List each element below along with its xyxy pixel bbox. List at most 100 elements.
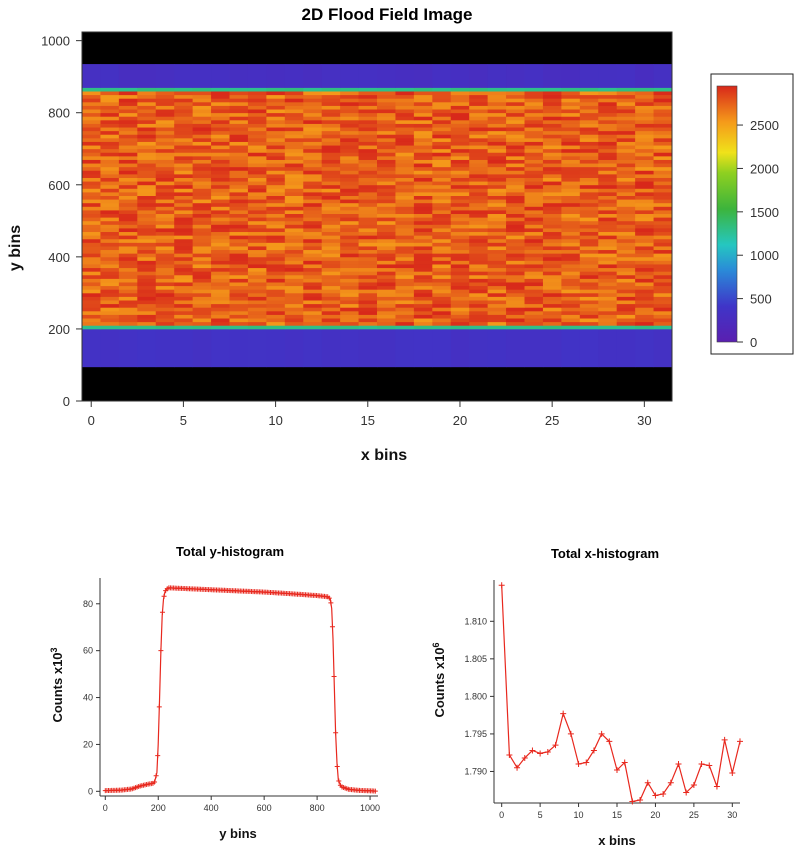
heatmap-cell	[598, 91, 618, 96]
heatmap-cell	[469, 321, 489, 326]
heatmap-cell	[118, 64, 138, 88]
heatmap-cell	[487, 249, 507, 254]
heatmap-cell	[616, 177, 636, 182]
heatmap-cell	[82, 195, 101, 200]
heatmap-cell	[100, 321, 120, 326]
heatmap-cell	[616, 303, 636, 308]
heatmap-cell	[155, 119, 175, 124]
heatmap-cell	[174, 274, 194, 279]
heatmap-cell	[469, 213, 489, 218]
heatmap-cell	[413, 217, 433, 222]
heatmap-cell	[303, 274, 323, 279]
heatmap-cell	[487, 130, 507, 135]
heatmap-cell	[155, 253, 175, 258]
heatmap-cell	[358, 256, 378, 261]
heatmap-cell	[598, 199, 618, 204]
heatmap-cell	[450, 98, 470, 103]
heatmap-cell	[340, 210, 359, 215]
heatmap-cell	[229, 145, 249, 150]
heatmap-cell	[635, 91, 654, 96]
heatmap-cell	[174, 228, 194, 233]
heatmap-cell	[653, 112, 673, 117]
heatmap-cell	[524, 314, 544, 319]
heatmap-cell	[82, 109, 101, 114]
heatmap-cell	[542, 188, 562, 193]
heatmap-cell	[635, 292, 654, 297]
heatmap-cell	[450, 123, 470, 128]
heatmap-cell	[469, 296, 489, 301]
y-histogram-y-axis-label-text: Counts x10	[50, 652, 65, 722]
heatmap-cell	[137, 112, 157, 117]
x-histogram-title: Total x-histogram	[551, 546, 659, 561]
heatmap-cell	[303, 285, 323, 290]
heatmap-cell	[432, 64, 452, 88]
heatmap-cell	[340, 184, 359, 189]
heatmap-cell	[340, 217, 359, 222]
heatmap-cell	[321, 274, 341, 279]
heatmap-cell	[561, 238, 581, 243]
heatmap-cell	[450, 271, 470, 276]
heatmap-cell	[450, 155, 470, 160]
heatmap-cell	[450, 242, 470, 247]
heatmap-cell	[321, 318, 341, 323]
heatmap-cell	[413, 267, 433, 272]
heatmap-cell	[579, 210, 599, 215]
y-histogram-x-tick-label: 0	[103, 803, 108, 813]
heatmap-cell	[450, 130, 470, 135]
heatmap-cell	[542, 278, 562, 283]
heatmap-cell	[506, 271, 525, 276]
heatmap-cell	[211, 101, 230, 106]
heatmap-cell	[118, 274, 138, 279]
heatmap-cell	[118, 303, 138, 308]
heatmap-cell	[579, 192, 599, 196]
heatmap-cell	[137, 292, 157, 297]
heatmap-cell	[469, 271, 489, 276]
heatmap-cell	[506, 166, 525, 171]
heatmap-cell	[450, 282, 470, 287]
heatmap-cell	[284, 307, 304, 312]
heatmap-cell	[82, 173, 101, 178]
x-histogram-marker	[721, 736, 728, 743]
heatmap-cell	[321, 217, 341, 222]
heatmap-cell	[174, 112, 194, 117]
heatmap-cell	[266, 228, 286, 233]
heatmap-cell	[598, 292, 618, 297]
heatmap-cell	[432, 235, 452, 240]
heatmap-cell	[616, 127, 636, 132]
heatmap-cell	[118, 109, 138, 114]
heatmap-cell	[82, 181, 101, 186]
heatmap-cell	[395, 238, 415, 243]
heatmap-cell	[211, 112, 230, 117]
heatmap-cell	[155, 328, 175, 368]
heatmap-cell	[358, 184, 378, 189]
heatmap-cell	[469, 159, 489, 164]
y-histogram-marker	[156, 704, 162, 710]
heatmap-cell	[598, 159, 618, 164]
heatmap-cell	[247, 199, 267, 204]
heatmap-cell	[542, 228, 562, 233]
heatmap-cell	[155, 199, 175, 204]
heatmap-cell	[321, 127, 341, 132]
heatmap-cell	[524, 256, 544, 261]
heatmap-cell	[469, 292, 489, 297]
heatmap-cell	[542, 91, 562, 96]
heatmap-cell	[413, 231, 433, 236]
heatmap-cell	[118, 267, 138, 272]
heatmap-cell	[377, 188, 396, 193]
heatmap-cell	[653, 159, 673, 164]
heatmap-cell	[377, 173, 396, 178]
heatmap-cell	[616, 328, 636, 368]
heatmap-cell	[192, 246, 212, 251]
y-histogram-chart: Total y-histogram 0 200 400 600 800 100002040…	[49, 544, 380, 841]
heatmap-cell	[247, 123, 267, 128]
heatmap-cell	[450, 238, 470, 243]
heatmap-cell	[247, 173, 267, 178]
heatmap-cell	[229, 242, 249, 247]
heatmap-cell	[561, 278, 581, 283]
heatmap-cell	[542, 137, 562, 142]
heatmap-cell	[635, 242, 654, 247]
heatmap-cell	[524, 292, 544, 297]
heatmap-cell	[137, 228, 157, 233]
heatmap-cell	[413, 300, 433, 305]
